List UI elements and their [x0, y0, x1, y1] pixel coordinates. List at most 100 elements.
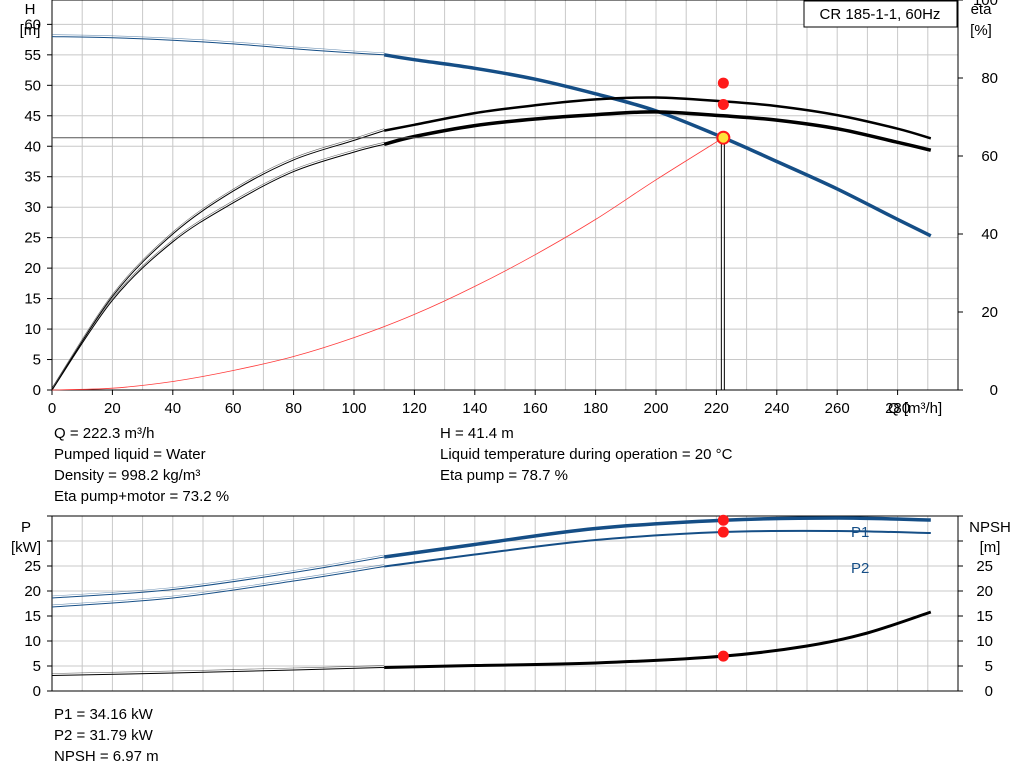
eta-pump-curve-extrapolated: [51, 130, 385, 391]
curves: [51, 34, 932, 676]
p-tick-label: 10: [24, 633, 41, 650]
info-eta-pump: Eta pump = 78.7 %: [440, 467, 568, 484]
x-tick-label: 20: [104, 400, 121, 417]
p1-curve-extrapolated-edge: [51, 554, 385, 597]
h-curve-extrapolated-edge: [51, 34, 385, 54]
p2-curve-label: P2: [851, 560, 869, 577]
p2-curve-extrapolated-edge: [51, 564, 385, 606]
npsh-curve: [384, 610, 932, 669]
x-tick-label: 160: [523, 400, 548, 417]
npsh-axis-unit: [m]: [980, 539, 1001, 556]
eta-axis-unit: [%]: [970, 22, 992, 39]
npsh-curve-extrapolated-edge: [51, 665, 385, 674]
npsh-tick-label: 10: [976, 633, 993, 650]
info-liquid: Pumped liquid = Water: [54, 446, 206, 463]
info-p2: P2 = 31.79 kW: [54, 727, 153, 744]
p-tick-label: 25: [24, 558, 41, 575]
p1-curve: [383, 516, 931, 559]
x-tick-label: 40: [164, 400, 181, 417]
h-tick-label: 0: [33, 382, 41, 399]
info-temperature: Liquid temperature during operation = 20…: [440, 446, 733, 463]
duty-point-p1-marker: [717, 514, 729, 526]
h-curve-extrapolated: [51, 36, 385, 56]
eta-pump-curve-extrapolated-edge: [51, 128, 385, 389]
eta-tick-label: 0: [990, 382, 998, 399]
info-density: Density = 998.2 kg/m³: [54, 467, 201, 484]
p-tick-label: 5: [33, 658, 41, 675]
h-tick-label: 15: [24, 291, 41, 308]
x-tick-label: 220: [704, 400, 729, 417]
x-tick-label: 100: [341, 400, 366, 417]
p-axis-label: P: [21, 519, 31, 536]
x-tick-label: 200: [643, 400, 668, 417]
title-box-text: CR 185-1-1, 60Hz: [820, 6, 941, 23]
top-axis-ticks: 0 20 40 60 80 100 120 140 160 180 200 220 240 260 280 0…: [24, 0, 998, 417]
duty-point-head-marker: [716, 130, 731, 145]
eta-tick-label: 100: [973, 0, 998, 9]
p2-curve-extrapolated: [51, 566, 385, 608]
h-tick-label: 20: [24, 260, 41, 277]
eta-pump-motor-curve: [383, 110, 932, 152]
info-head: H = 41.4 m: [440, 425, 514, 442]
info-top-right: H = 41.4 m Liquid temperature during ope…: [440, 423, 732, 486]
npsh-tick-label: 20: [976, 583, 993, 600]
h-axis-label: H: [25, 1, 36, 18]
eta-tick-label: 40: [981, 226, 998, 243]
npsh-axis-label: NPSH: [969, 519, 1011, 536]
h-tick-label: 25: [24, 230, 41, 247]
info-p1: P1 = 34.16 kW: [54, 706, 153, 723]
duty-point-npsh-marker: [717, 650, 729, 662]
info-eta-pump-motor: Eta pump+motor = 73.2 %: [54, 488, 230, 505]
info-flow: Q = 222.3 m³/h: [54, 425, 155, 442]
duty-point-eta-pump-marker: [717, 77, 729, 89]
x-tick-label: 240: [764, 400, 789, 417]
info-bottom: P1 = 34.16 kW P2 = 31.79 kW NPSH = 6.97 …: [54, 704, 159, 767]
bottom-plot-frame: [51, 515, 959, 692]
x-tick-label: 60: [225, 400, 242, 417]
bottom-axis-ticks: 0 5 10 15 20 25 0 5 10 15 20 25: [24, 515, 993, 700]
h-axis-unit: [m]: [20, 22, 41, 39]
x-tick-label: 280: [885, 400, 910, 417]
x-tick-label: 180: [583, 400, 608, 417]
p1-curve-extrapolated: [51, 556, 385, 599]
h-tick-label: 55: [24, 47, 41, 64]
eta-tick-label: 80: [981, 70, 998, 87]
p-tick-label: 20: [24, 583, 41, 600]
p-tick-label: 0: [33, 683, 41, 700]
npsh-tick-label: 0: [985, 683, 993, 700]
top-grid: [51, 0, 959, 391]
eta-tick-label: 60: [981, 148, 998, 165]
x-tick-label: 140: [462, 400, 487, 417]
h-tick-label: 30: [24, 199, 41, 216]
npsh-tick-label: 5: [985, 658, 993, 675]
p-axis-unit: [kW]: [11, 539, 41, 556]
info-top-left: Q = 222.3 m³/h Pumped liquid = Water Den…: [54, 423, 229, 507]
eta-axis-label: eta: [971, 1, 993, 18]
h-tick-label: 40: [24, 138, 41, 155]
p-tick-label: 15: [24, 608, 41, 625]
duty-markers: [52, 77, 731, 662]
h-tick-label: 5: [33, 352, 41, 369]
npsh-tick-label: 25: [976, 558, 993, 575]
h-tick-label: 45: [24, 108, 41, 125]
eta-pump-motor-curve-extrapolated-edge: [51, 142, 385, 389]
npsh-curve-extrapolated: [51, 667, 385, 676]
npsh-tick-label: 15: [976, 608, 993, 625]
eta-pump-curve: [383, 96, 932, 140]
top-plot-frame: [51, 0, 959, 391]
title-box: [803, 0, 958, 28]
eta-tick-label: 20: [981, 304, 998, 321]
system-curve-curve: [51, 137, 724, 391]
p2-curve: [384, 529, 931, 568]
h-tick-label: 10: [24, 321, 41, 338]
x-tick-label: 260: [825, 400, 850, 417]
x-tick-label: 80: [285, 400, 302, 417]
q-axis-label: Q [m³/h]: [888, 400, 942, 417]
h-curve: [383, 53, 932, 238]
info-npsh: NPSH = 6.97 m: [54, 748, 159, 765]
h-tick-label: 60: [24, 16, 41, 33]
h-tick-label: 50: [24, 77, 41, 94]
x-tick-label: 120: [402, 400, 427, 417]
p1-curve-label: P1: [851, 524, 869, 541]
duty-point-eta-motor-marker: [717, 99, 729, 111]
